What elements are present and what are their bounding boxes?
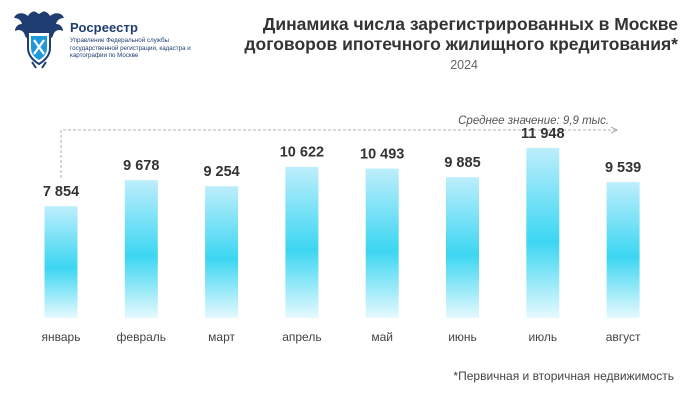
category-label: май bbox=[371, 330, 393, 344]
value-label: 9 254 bbox=[203, 164, 239, 180]
title-line-1: Динамика числа зарегистрированных в Моск… bbox=[262, 14, 678, 34]
bar-5 bbox=[365, 168, 399, 318]
bar-1 bbox=[44, 206, 78, 318]
rosreestr-logo: Росреестр Управление Федеральной службы … bbox=[12, 8, 192, 78]
bar-6 bbox=[446, 177, 479, 318]
category-label: апрель bbox=[282, 330, 321, 344]
footnote: *Первичная и вторичная недвижимость bbox=[453, 369, 674, 383]
value-label: 11 948 bbox=[521, 126, 565, 142]
bar-4 bbox=[285, 166, 319, 318]
value-label: 10 493 bbox=[360, 147, 404, 163]
bar-2 bbox=[124, 180, 158, 318]
page-title: Динамика числа зарегистрированных в Моск… bbox=[200, 14, 678, 54]
value-label: 9 539 bbox=[605, 160, 641, 176]
average-line bbox=[60, 129, 616, 178]
category-label: июль bbox=[528, 330, 557, 344]
value-label: 9 678 bbox=[123, 158, 159, 174]
average-annotation: Среднее значение: 9,9 тыс. bbox=[458, 115, 609, 127]
category-label: июнь bbox=[448, 330, 477, 344]
bar-8 bbox=[606, 182, 640, 318]
category-label: январь bbox=[42, 330, 81, 344]
category-label: февраль bbox=[117, 330, 167, 344]
bar-3 bbox=[205, 186, 239, 318]
bar-chart: Среднее значение: 9,9 тыс. 7 854 9 678 9 2… bbox=[42, 115, 642, 344]
brand-name: Росреестр bbox=[70, 20, 139, 35]
bar-7 bbox=[526, 147, 560, 318]
category-label: март bbox=[208, 330, 235, 344]
category-label: август bbox=[606, 330, 641, 344]
brand-subtitle: Управление Федеральной службы государств… bbox=[70, 37, 191, 60]
value-label: 9 885 bbox=[444, 155, 480, 171]
eagle-emblem-icon bbox=[14, 11, 64, 69]
average-arrow-icon bbox=[610, 126, 619, 134]
value-label: 7 854 bbox=[43, 184, 79, 200]
chart-year: 2024 bbox=[450, 58, 478, 72]
value-label: 10 622 bbox=[280, 145, 324, 161]
title-line-2: договоров ипотечного жилищного кредитова… bbox=[244, 34, 678, 54]
